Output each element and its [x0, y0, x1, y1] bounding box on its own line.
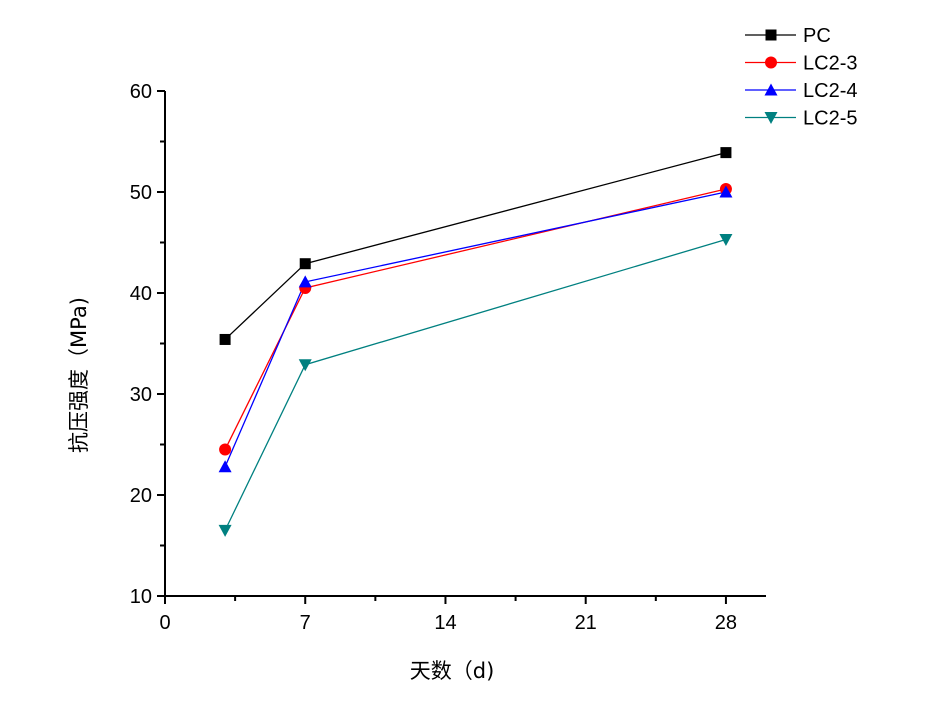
- series-line-LC2-3: [224, 188, 727, 450]
- legend-item: LC2-4: [745, 80, 857, 102]
- x-tick-label: 21: [575, 612, 597, 634]
- y-tick-label: 60: [130, 81, 152, 103]
- data-point-LC2-3: [219, 443, 232, 456]
- data-point-LC2-4: [218, 460, 232, 473]
- legend-label: LC2-4: [803, 80, 857, 102]
- data-point-LC2-5: [719, 233, 733, 246]
- y-tick-label: 50: [130, 182, 152, 204]
- data-point-LC2-5: [298, 359, 312, 372]
- y-tick-label: 40: [130, 283, 152, 305]
- legend-label: LC2-5: [803, 108, 857, 130]
- legend-marker: [764, 112, 778, 124]
- series-line-LC2-4: [224, 191, 727, 467]
- data-point-PC: [299, 258, 311, 270]
- y-tick-label: 30: [130, 384, 152, 406]
- data-point-LC2-5: [218, 524, 232, 537]
- legend-item: PC: [745, 25, 831, 47]
- legend: PC LC2-3 LC2-4 LC2-5: [745, 25, 857, 130]
- x-tick-label: 14: [434, 612, 456, 634]
- legend-label: LC2-3: [803, 53, 857, 75]
- x-tick-label: 0: [159, 612, 170, 634]
- legend-marker: [764, 83, 778, 96]
- series-lines: [224, 151, 727, 531]
- legend-marker: [765, 56, 777, 69]
- axes: [164, 91, 766, 597]
- data-point-LC2-4: [719, 185, 733, 198]
- legend-item: LC2-5: [745, 108, 857, 130]
- legend-item: LC2-3: [745, 53, 857, 75]
- x-ticks: 0 7 14 21 28: [159, 596, 737, 634]
- y-ticks: 10 20 30 40 50 60: [130, 81, 165, 608]
- y-tick-label: 10: [130, 586, 152, 608]
- x-tick-label: 7: [300, 612, 311, 634]
- data-point-PC: [219, 333, 231, 345]
- series-markers: [218, 147, 733, 537]
- legend-label: PC: [803, 25, 831, 47]
- data-point-PC: [720, 147, 732, 159]
- y-axis-title: 抗压强度（MPa): [67, 297, 91, 453]
- data-point-LC2-4: [298, 275, 312, 288]
- x-axis-title: 天数（d): [410, 659, 495, 683]
- y-tick-label: 20: [130, 485, 152, 507]
- x-tick-label: 28: [715, 612, 737, 634]
- legend-marker: [765, 29, 777, 41]
- series-line-LC2-5: [224, 238, 727, 531]
